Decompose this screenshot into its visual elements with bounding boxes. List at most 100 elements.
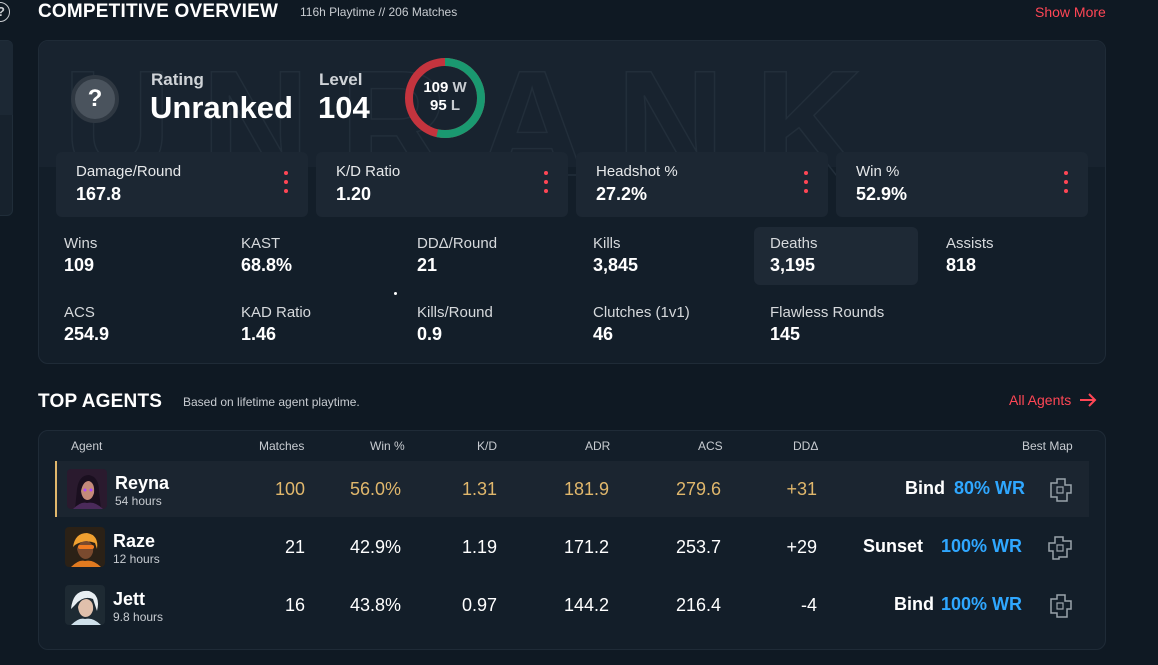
top-agents-subtitle: Based on lifetime agent playtime. [183, 395, 360, 409]
cell-dd: +29 [786, 537, 817, 557]
stat-card-value: 167.8 [76, 184, 122, 204]
stat-card-value: 1.20 [336, 184, 372, 204]
stat-value: 3,845 [593, 255, 639, 275]
cell-acs: 253.7 [675, 537, 721, 557]
stat-label: Clutches (1v1) [593, 304, 690, 321]
col-dd: DDΔ [793, 439, 819, 453]
agent-portrait-reyna [67, 469, 107, 509]
stat-value: 3,195 [770, 255, 816, 275]
cell-dd: -4 [800, 595, 817, 615]
all-agents-link[interactable]: All Agents [1009, 392, 1097, 408]
stat-value: 21 [417, 255, 438, 275]
stat-value: 68.8% [241, 255, 293, 275]
stat-card-value: 27.2% [596, 184, 648, 204]
cell-win-pct: 42.9% [349, 537, 401, 557]
stat-card-win-pct[interactable]: Win % 52.9% [836, 152, 1088, 217]
help-icon[interactable]: ? [0, 2, 10, 22]
table-row[interactable]: Raze 12 hours 21 42.9% 1.19 171.2 253.7 … [55, 519, 1089, 575]
level-value: 104 [318, 90, 370, 125]
show-more-link[interactable]: Show More [1035, 4, 1106, 20]
stat-card-damage-round[interactable]: Damage/Round 167.8 [56, 152, 308, 217]
deaths-highlight [754, 227, 918, 285]
stat-card-headshot[interactable]: Headshot % 27.2% [576, 152, 828, 217]
cell-dd: +31 [786, 479, 817, 499]
stat-value: 1.46 [241, 324, 277, 344]
stat-value: 109 [64, 255, 95, 275]
stat-kast[interactable]: KAST 68.8% [241, 235, 391, 277]
side-panel-edge [0, 40, 13, 216]
table-row[interactable]: Reyna 54 hours 100 56.0% 1.31 181.9 279.… [55, 461, 1089, 517]
map-icon [1050, 594, 1072, 618]
cell-win-pct: 56.0% [349, 479, 401, 499]
stat-value: 46 [593, 324, 614, 344]
cell-matches: 100 [274, 479, 305, 499]
more-options-icon[interactable] [804, 171, 808, 197]
stat-dd-round[interactable]: DDΔ/Round 21 [417, 235, 567, 277]
stat-label: KAST [241, 235, 281, 252]
cell-acs: 216.4 [675, 595, 721, 615]
best-map-name: Bind [894, 594, 934, 614]
agent-hours: 54 hours [115, 494, 162, 508]
top-agents-title: TOP AGENTS [38, 391, 163, 412]
arrow-right-icon [1080, 393, 1097, 407]
win-arc [405, 58, 485, 138]
col-kd: K/D [477, 439, 498, 453]
stat-value: 0.9 [417, 324, 443, 344]
best-map-name: Bind [905, 478, 945, 498]
col-win-pct: Win % [370, 439, 405, 453]
stat-label: Kills [593, 235, 621, 252]
stat-acs[interactable]: ACS 254.9 [64, 304, 214, 346]
map-icon [1048, 536, 1072, 560]
losses-count: 95 [429, 97, 447, 114]
col-best-map: Best Map [1022, 439, 1073, 453]
rating-label: Rating [151, 70, 204, 89]
stat-wins[interactable]: Wins 109 [64, 235, 214, 277]
stat-flawless-rounds[interactable]: Flawless Rounds 145 [770, 304, 920, 346]
top-agents-table: Agent Matches Win % K/D ADR ACS DDΔ Best… [38, 430, 1106, 650]
agent-portrait-raze [65, 527, 105, 567]
all-agents-label: All Agents [1009, 392, 1072, 408]
stat-label: ACS [64, 304, 95, 321]
agent-name: Reyna [115, 473, 170, 493]
win-loss-ring [405, 58, 485, 138]
best-map-winrate: 100% WR [941, 536, 1023, 556]
cell-kd: 0.97 [461, 595, 497, 615]
stat-assists[interactable]: Assists 818 [946, 235, 1096, 277]
col-adr: ADR [585, 439, 611, 453]
playtime-meta: 116h Playtime // 206 Matches [300, 5, 458, 19]
stat-card-label: K/D Ratio [336, 163, 401, 180]
more-options-icon[interactable] [544, 171, 548, 197]
stat-label: Assists [946, 235, 994, 252]
win-loss-text: 109 W 95 L [403, 79, 487, 115]
stat-kills[interactable]: Kills 3,845 [593, 235, 743, 277]
stat-value: 254.9 [64, 324, 110, 344]
stat-card-label: Headshot % [596, 163, 678, 180]
cell-adr: 171.2 [563, 537, 609, 557]
stat-label: Kills/Round [417, 304, 493, 321]
map-icon [1050, 478, 1072, 502]
stat-deaths[interactable]: Deaths 3,195 [770, 235, 920, 277]
cell-acs: 279.6 [675, 479, 721, 499]
cell-adr: 144.2 [563, 595, 609, 615]
table-row[interactable]: Jett 9.8 hours 16 43.8% 0.97 144.2 216.4… [55, 577, 1089, 633]
best-map-winrate: 80% WR [954, 478, 1026, 498]
cell-kd: 1.19 [461, 537, 497, 557]
best-map-winrate: 100% WR [941, 594, 1023, 614]
level-label: Level [319, 70, 363, 89]
cell-adr: 181.9 [563, 479, 609, 499]
stat-label: Flawless Rounds [770, 304, 885, 321]
col-matches: Matches [259, 439, 305, 453]
stat-card-kd-ratio[interactable]: K/D Ratio 1.20 [316, 152, 568, 217]
cursor-dot [394, 292, 397, 295]
more-options-icon[interactable] [1064, 171, 1068, 197]
rating-value: Unranked [150, 90, 293, 125]
losses-letter: L [450, 97, 461, 114]
best-map-name: Sunset [862, 536, 923, 556]
more-options-icon[interactable] [284, 171, 288, 197]
stat-kills-round[interactable]: Kills/Round 0.9 [417, 304, 567, 346]
stat-card-label: Damage/Round [76, 163, 182, 180]
wins-letter: W [452, 79, 467, 96]
agent-portrait-jett [65, 585, 105, 625]
stat-kad-ratio[interactable]: KAD Ratio 1.46 [241, 304, 391, 346]
stat-clutches[interactable]: Clutches (1v1) 46 [593, 304, 743, 346]
